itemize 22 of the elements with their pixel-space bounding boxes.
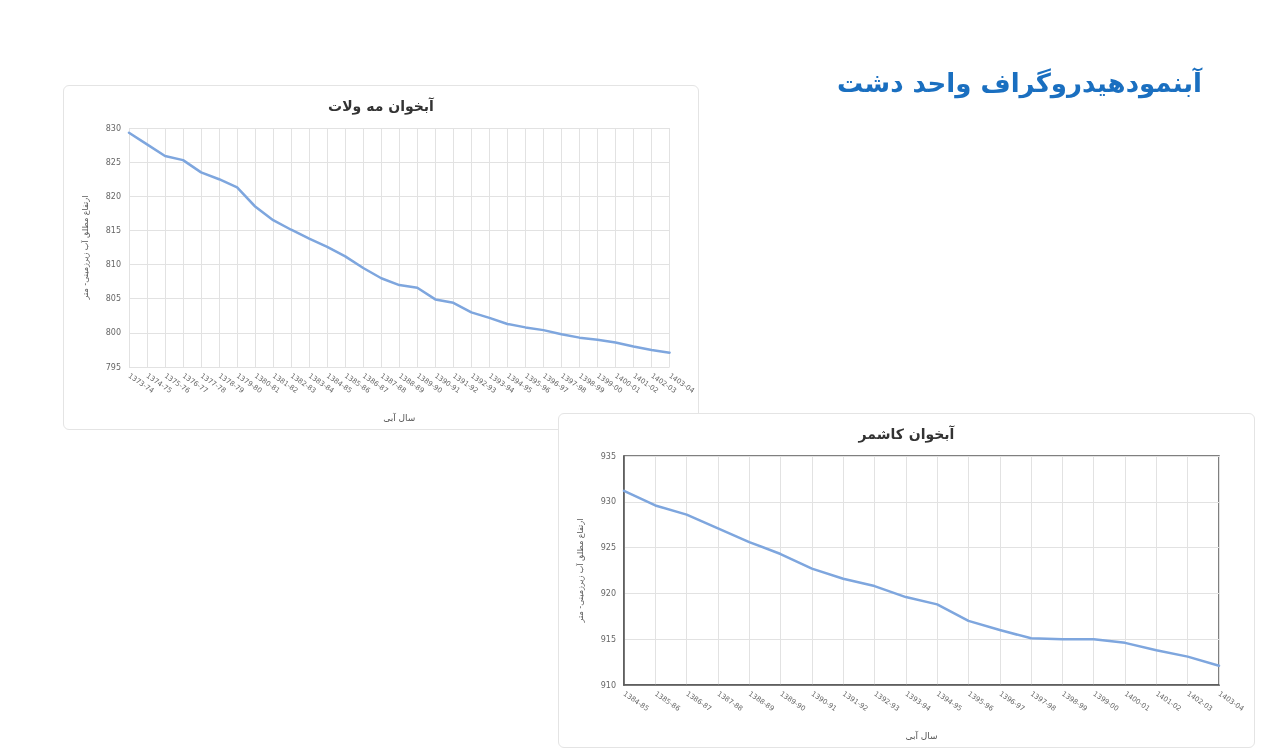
y-tick-label: 825 <box>105 157 121 167</box>
y-tick-label: 820 <box>105 191 121 201</box>
y-tick-label: 810 <box>105 260 121 270</box>
y-tick-label: 915 <box>600 634 616 644</box>
line-series <box>622 489 1221 668</box>
y-tick-label: 805 <box>105 294 121 304</box>
y-axis-title: ارتفاع مطلق آب زیرزمینی- متر <box>79 195 90 301</box>
x-axis-title: سال آبی <box>383 411 416 423</box>
y-tick-label: 800 <box>105 328 121 338</box>
text: آبنمودهیدروگراف واحد دشت <box>837 68 1202 98</box>
y-axis-title: ارتفاع مطلق آب زیرزمینی- متر <box>574 518 585 624</box>
y-tick-label: 795 <box>105 362 121 372</box>
chart-title: آبخوان کاشمر <box>857 425 956 443</box>
y-tick-label: 815 <box>105 225 121 235</box>
y-tick-label: 910 <box>600 680 616 690</box>
x-axis-title: سال آبی <box>905 729 938 741</box>
chart-title: آبخوان مه ولات <box>328 97 436 115</box>
y-tick-label: 925 <box>600 543 616 553</box>
y-tick-label: 830 <box>105 123 121 133</box>
y-tick-label: 930 <box>600 497 616 507</box>
y-tick-label: 935 <box>600 451 616 461</box>
y-tick-label: 920 <box>600 588 616 598</box>
